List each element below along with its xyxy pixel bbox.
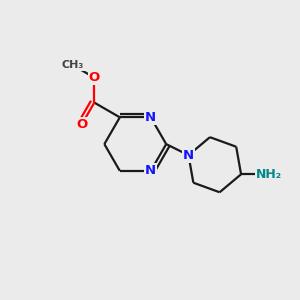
- Text: O: O: [89, 71, 100, 84]
- Text: N: N: [145, 111, 156, 124]
- Text: O: O: [76, 118, 87, 131]
- Text: N: N: [183, 149, 194, 162]
- Text: N: N: [145, 164, 156, 177]
- Text: CH₃: CH₃: [61, 60, 84, 70]
- Text: NH₂: NH₂: [256, 168, 282, 181]
